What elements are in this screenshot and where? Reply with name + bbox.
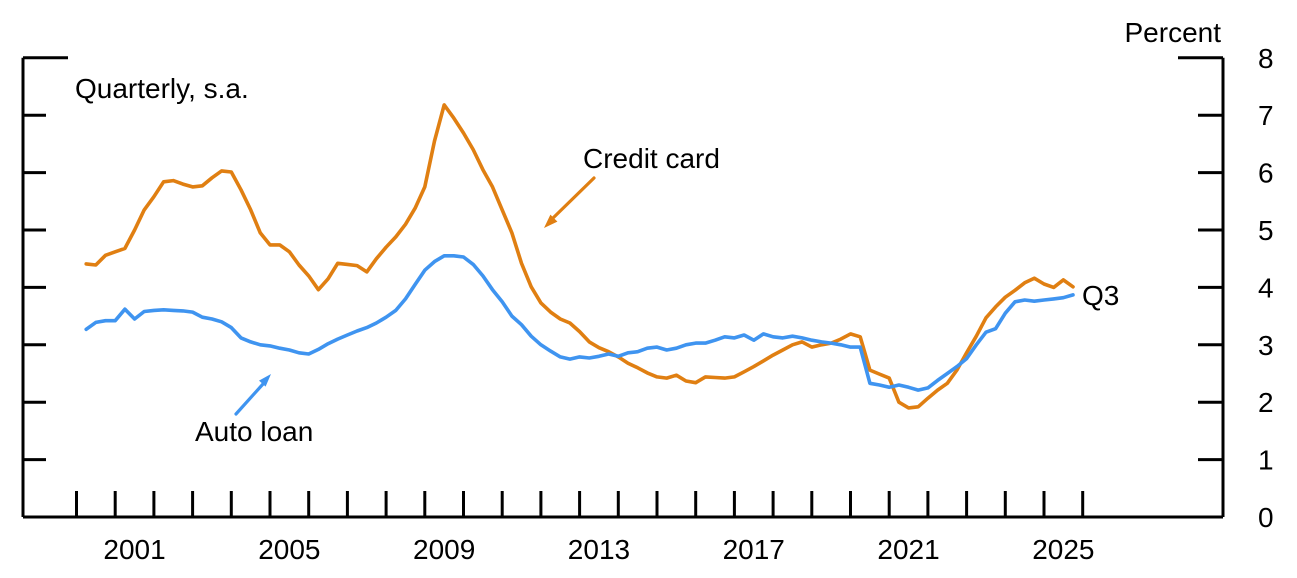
x-tick-label: 2005 [258,534,320,565]
y-axis-unit-label: Percent [1125,17,1222,48]
data-series [84,103,1075,410]
y-tick-label: 2 [1258,387,1274,418]
x-axis-ticks [75,491,1085,517]
y-tick-label: 7 [1258,100,1274,131]
x-tick-label: 2025 [1032,534,1094,565]
x-tick-label: 2009 [413,534,475,565]
y-tick-label: 0 [1258,502,1274,533]
y-axis-ticks [23,113,1223,462]
y-tick-label: 6 [1258,158,1274,189]
x-axis-labels: 2001 2005 2009 2013 2017 2021 2025 [103,534,1094,565]
y-tick-label: 5 [1258,215,1274,246]
axes-frame [21,56,1225,519]
auto-loan-line [84,254,1075,392]
x-tick-label: 2021 [877,534,939,565]
y-tick-label: 1 [1258,445,1274,476]
auto-loan-arrow [234,374,271,416]
y-tick-label: 8 [1258,43,1274,74]
x-tick-label: 2017 [723,534,785,565]
y-axis-labels: 0 1 2 3 4 5 6 7 8 [1258,43,1274,533]
credit-card-line [84,103,1075,410]
y-tick-label: 3 [1258,330,1274,361]
latest-quarter-label: Q3 [1082,280,1119,311]
x-tick-label: 2013 [568,534,630,565]
credit-card-series-label: Credit card [583,143,720,174]
auto-loan-series-label: Auto loan [195,416,313,447]
y-tick-label: 4 [1258,272,1274,303]
credit-card-arrow [544,176,596,228]
frequency-note: Quarterly, s.a. [75,73,249,104]
x-tick-label: 2001 [103,534,165,565]
